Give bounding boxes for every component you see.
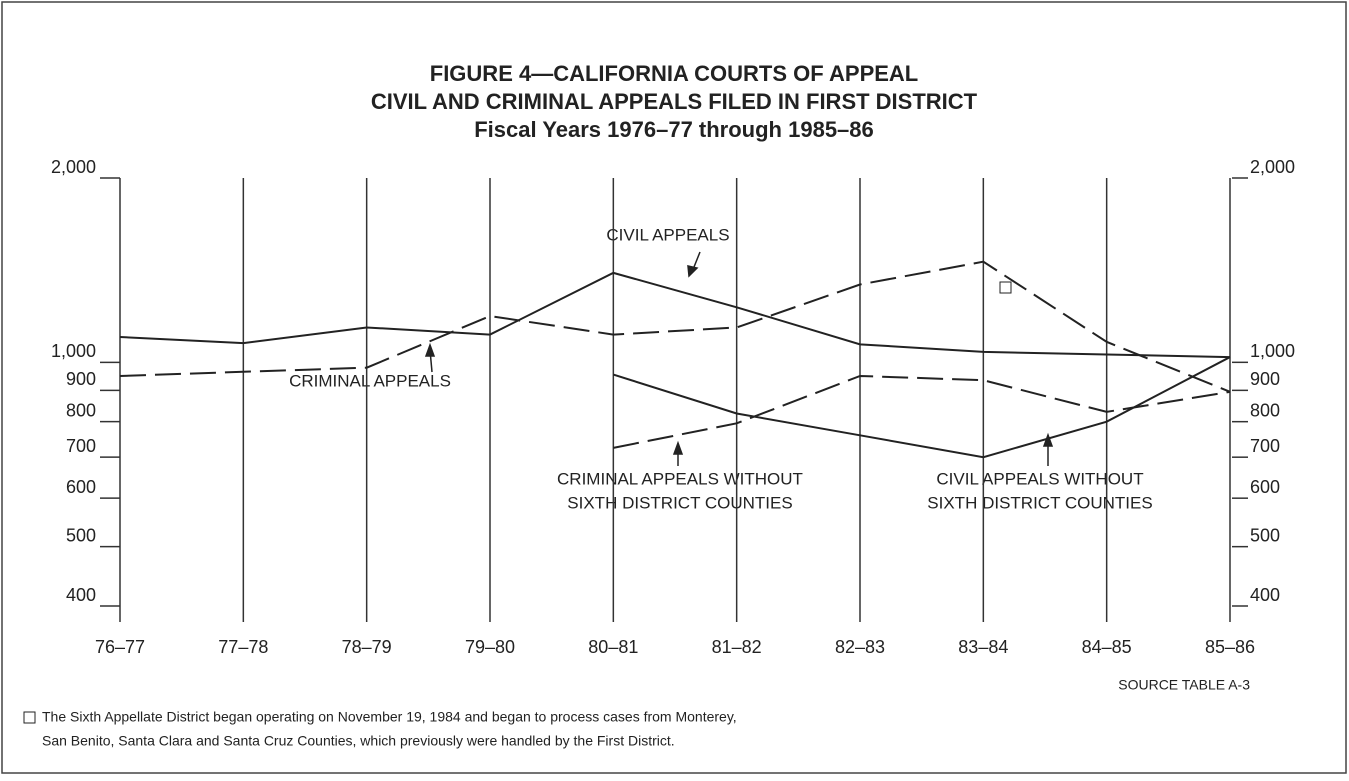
y2-tick-label: 2,000	[1250, 157, 1295, 177]
y2-tick-label: 600	[1250, 477, 1280, 497]
y2-tick-label: 500	[1250, 525, 1280, 545]
footnote-markers	[23, 281, 1012, 724]
line-series	[613, 356, 1231, 459]
chart-title: FIGURE 4—CALIFORNIA COURTS OF APPEAL	[430, 61, 919, 86]
footnote: San Benito, Santa Clara and Santa Cruz C…	[42, 733, 675, 749]
y2-tick-label: 400	[1250, 585, 1280, 605]
footnote-marker	[999, 281, 1012, 294]
x-tick-label: 77–78	[218, 637, 268, 657]
y-tick-label: 2,000	[51, 157, 96, 177]
chart-subtitle: Fiscal Years 1976–77 through 1985–86	[474, 117, 874, 142]
source: SOURCE TABLE A-3	[1118, 677, 1250, 693]
x-tick-label: 80–81	[588, 637, 638, 657]
y-tick-label: 800	[66, 400, 96, 420]
arrow-head	[1042, 432, 1054, 447]
line-series	[119, 271, 1231, 359]
y-tick-label: 700	[66, 436, 96, 456]
arrow-head	[424, 342, 436, 357]
x-tick-label: 85–86	[1205, 637, 1255, 657]
x-tick-label: 79–80	[465, 637, 515, 657]
x-tick-label: 78–79	[342, 637, 392, 657]
y-tick-label: 1,000	[51, 341, 96, 361]
x-tick-label: 83–84	[958, 637, 1008, 657]
line-series	[613, 374, 1231, 449]
annotation: SIXTH DISTRICT COUNTIES	[927, 493, 1152, 512]
y-tick-label: 600	[66, 477, 96, 497]
chart-title: CIVIL AND CRIMINAL APPEALS FILED IN FIRS…	[371, 89, 978, 114]
y2-tick-label: 700	[1250, 436, 1280, 456]
footnote-marker	[23, 711, 36, 724]
x-tick-label: 82–83	[835, 637, 885, 657]
y-tick-label: 400	[66, 585, 96, 605]
annotation: CRIMINAL APPEALS	[289, 371, 451, 390]
arrows	[424, 251, 1054, 466]
annotation: CIVIL APPEALS WITHOUT	[936, 469, 1143, 488]
annotation: CIVIL APPEALS	[606, 225, 729, 244]
y-tick-label: 900	[66, 369, 96, 389]
y2-tick-label: 1,000	[1250, 341, 1295, 361]
footnote: The Sixth Appellate District began opera…	[42, 709, 737, 725]
annotation: SIXTH DISTRICT COUNTIES	[567, 493, 792, 512]
arrow-head	[672, 440, 684, 455]
annotation: CRIMINAL APPEALS WITHOUT	[557, 469, 803, 488]
y-tick-label: 500	[66, 525, 96, 545]
arrow-head	[687, 265, 699, 278]
y2-tick-label: 800	[1250, 400, 1280, 420]
y2-tick-label: 900	[1250, 369, 1280, 389]
x-tick-label: 81–82	[712, 637, 762, 657]
x-tick-label: 84–85	[1082, 637, 1132, 657]
line-series	[119, 260, 1231, 393]
x-tick-label: 76–77	[95, 637, 145, 657]
